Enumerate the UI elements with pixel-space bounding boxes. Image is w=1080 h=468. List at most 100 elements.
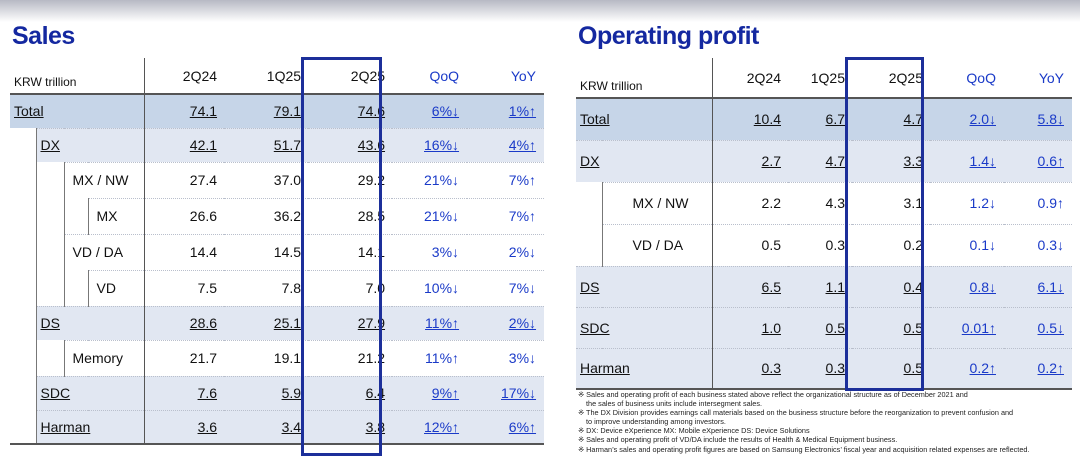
cell: 11%↑: [392, 339, 468, 376]
op-col-2q24: 2Q24: [746, 69, 781, 86]
sales-table: KRW trillion 2Q24 1Q25 2Q25 QoQ YoY Tota…: [10, 58, 545, 445]
cell: 4%↑: [467, 127, 545, 162]
cell: 3.1: [852, 181, 930, 224]
cell: 1%↑: [467, 94, 545, 128]
row-label: SDC: [580, 319, 610, 336]
cell: 0.5↓: [1004, 306, 1072, 348]
op-row-harman: Harman 0.3 0.3 0.5 0.2↑ 0.2↑: [576, 347, 1072, 390]
cell: 43.6: [308, 127, 393, 162]
sales-row-dx: DX 42.1 51.7 43.6 16%↓ 4%↑: [10, 127, 545, 162]
cell: 6%↓: [392, 94, 468, 128]
row-label: Memory: [72, 350, 124, 366]
cell: 51.7: [224, 127, 309, 162]
cell: 21%↓: [392, 161, 468, 198]
row-label: DX: [580, 153, 600, 169]
cell: 12%↑: [392, 409, 468, 445]
row-label: Total: [14, 103, 44, 120]
cell: 36.2: [224, 197, 309, 234]
cell: 25.1: [224, 305, 309, 340]
cell: 14.4: [144, 233, 225, 270]
cell: 21.2: [308, 339, 393, 376]
sales-row-sdc: SDC 7.6 5.9 6.4 9%↑ 17%↓: [10, 375, 545, 410]
cell: 42.1: [144, 127, 225, 162]
op-header-row: KRW trillion 2Q24 1Q25 2Q25 QoQ YoY: [576, 58, 1072, 98]
sales-row-memory: Memory 21.7 19.1 21.2 11%↑ 3%↓: [10, 339, 545, 376]
cell: 7.5: [144, 269, 225, 306]
op-col-1q25: 1Q25: [810, 69, 845, 86]
row-label: Harman: [40, 418, 91, 435]
sales-col-yoy: YoY: [510, 67, 537, 84]
cell: 3.4: [224, 409, 309, 445]
cell: 28.5: [308, 197, 393, 234]
op-col-2q25: 2Q25: [888, 69, 923, 86]
row-label: MX / NW: [632, 195, 689, 211]
cell: 7.8: [224, 269, 309, 306]
sales-row-mxnw: MX / NW 27.4 37.0 29.2 21%↓ 7%↑: [10, 161, 545, 198]
sales-title: Sales: [12, 22, 75, 50]
cell: 0.3: [788, 347, 852, 390]
op-row-dx: DX 2.7 4.7 3.3 1.4↓ 0.6↑: [576, 139, 1072, 182]
row-label: Total: [580, 111, 610, 128]
cell: 0.1↓: [930, 223, 1004, 266]
top-gradient-band: [0, 0, 1080, 22]
cell: 4.3: [788, 181, 852, 224]
cell: 7%↑: [467, 161, 545, 198]
sales-2q25-highlight-box: [301, 57, 382, 456]
footnote: ※ Sales and operating profit of VD/DA in…: [578, 435, 898, 445]
cell: 74.6: [308, 94, 393, 128]
cell: 2.0↓: [930, 98, 1004, 140]
cell: 0.5: [788, 306, 852, 348]
sales-row-mx: MX 26.6 36.2 28.5 21%↓ 7%↑: [10, 197, 545, 234]
cell: 10%↓: [392, 269, 468, 306]
row-label: VD / DA: [632, 237, 684, 253]
cell: 7%↓: [467, 269, 545, 306]
cell: 0.9↑: [1004, 181, 1072, 224]
cell: 9%↑: [392, 375, 468, 410]
cell: 74.1: [144, 94, 225, 128]
op-col-qoq: QoQ: [966, 69, 996, 86]
cell: 14.1: [308, 233, 393, 270]
cell: 21.7: [144, 339, 225, 376]
op-row-mxnw: MX / NW 2.2 4.3 3.1 1.2↓ 0.9↑: [576, 181, 1072, 224]
sales-row-vdda: VD / DA 14.4 14.5 14.1 3%↓ 2%↓: [10, 233, 545, 270]
row-label: DS: [580, 278, 600, 295]
cell: 79.1: [224, 94, 309, 128]
cell: 1.4↓: [930, 139, 1004, 182]
cell: 3%↓: [467, 339, 545, 376]
cell: 3.3: [852, 139, 930, 182]
cell: 2.7: [712, 139, 788, 182]
cell: 3.8: [308, 409, 393, 445]
cell: 4.7: [788, 139, 852, 182]
cell: 6.5: [712, 265, 788, 307]
footnote: the sales of business units include inte…: [586, 399, 763, 409]
cell: 26.6: [144, 197, 225, 234]
cell: 2%↓: [467, 233, 545, 270]
cell: 0.5: [852, 347, 930, 390]
footnote: ※ The DX Division provides earnings call…: [578, 408, 1014, 418]
cell: 3.6: [144, 409, 225, 445]
cell: 0.2: [852, 223, 930, 266]
cell: 0.6↑: [1004, 139, 1072, 182]
sales-row-harman: Harman 3.6 3.4 3.8 12%↑ 6%↑: [10, 409, 545, 445]
row-label: VD: [96, 280, 116, 296]
footnote: ※ DX: Device eXperience MX: Mobile eXper…: [578, 426, 810, 436]
cell: 17%↓: [467, 375, 545, 410]
cell: 1.1: [788, 265, 852, 307]
cell: 0.8↓: [930, 265, 1004, 307]
sales-header-row: KRW trillion 2Q24 1Q25 2Q25 QoQ YoY: [10, 58, 544, 94]
op-table: KRW trillion 2Q24 1Q25 2Q25 QoQ YoY Tota…: [576, 58, 1072, 390]
cell: 0.4: [852, 265, 930, 307]
cell: 6%↑: [467, 409, 545, 445]
cell: 3%↓: [392, 233, 468, 270]
footnote: to improve understanding among investors…: [586, 417, 726, 427]
op-row-vdda: VD / DA 0.5 0.3 0.2 0.1↓ 0.3↓: [576, 223, 1072, 266]
cell: 0.2↑: [930, 347, 1004, 390]
op-row-total: Total 10.4 6.7 4.7 2.0↓ 5.8↓: [576, 98, 1072, 140]
cell: 27.4: [144, 161, 225, 198]
cell: 7.6: [144, 375, 225, 410]
op-title: Operating profit: [578, 22, 759, 50]
sales-row-vd: VD 7.5 7.8 7.0 10%↓ 7%↓: [10, 269, 545, 306]
op-row-sdc: SDC 1.0 0.5 0.5 0.01↑ 0.5↓: [576, 306, 1072, 348]
row-label: SDC: [40, 385, 71, 401]
op-row-ds: DS 6.5 1.1 0.4 0.8↓ 6.1↓: [576, 265, 1072, 307]
